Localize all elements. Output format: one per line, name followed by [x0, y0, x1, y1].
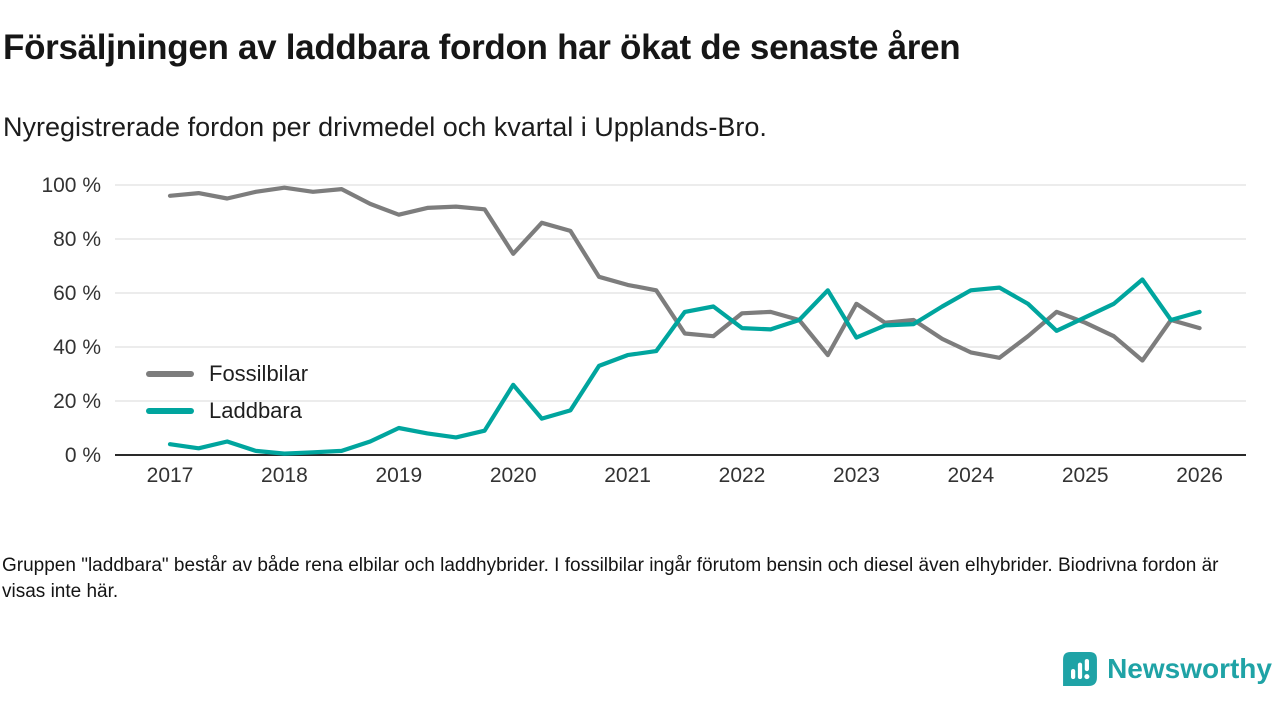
- chart-subtitle: Nyregistrerade fordon per drivmedel och …: [3, 112, 767, 142]
- x-tick-label: 2019: [375, 464, 422, 487]
- legend-item-fossilbilar: Fossilbilar: [146, 360, 308, 388]
- x-tick-label: 2026: [1176, 464, 1223, 487]
- chart-legend: Fossilbilar Laddbara: [146, 360, 308, 425]
- y-tick-label: 80 %: [53, 228, 101, 251]
- chart-footnote: Gruppen "laddbara" består av både rena e…: [2, 555, 1219, 602]
- fossilbilar-line-swatch: [146, 371, 194, 377]
- y-tick-label: 40 %: [53, 336, 101, 359]
- x-tick-label: 2022: [719, 464, 766, 487]
- x-tick-label: 2024: [947, 464, 994, 487]
- x-tick-label: 2025: [1062, 464, 1109, 487]
- legend-label-fossilbilar: Fossilbilar: [209, 361, 309, 386]
- newsworthy-logo-icon: [1063, 652, 1098, 686]
- y-tick-label: 20 %: [53, 390, 101, 413]
- y-tick-label: 0 %: [65, 444, 101, 467]
- x-tick-label: 2021: [604, 464, 651, 487]
- newsworthy-wordmark[interactable]: Newsworthy: [1107, 653, 1272, 684]
- fossilbilar-line: [167, 185, 1202, 363]
- x-tick-label: 2020: [490, 464, 537, 487]
- x-tick-label: 2023: [833, 464, 880, 487]
- x-tick-label: 2018: [261, 464, 308, 487]
- laddbara-line: [167, 277, 1202, 456]
- legend-item-laddbara: Laddbara: [146, 397, 308, 425]
- page-title: Försäljningen av laddbara fordon har öka…: [3, 28, 961, 67]
- newsworthy-brand[interactable]: Newsworthy: [1062, 651, 1272, 687]
- laddbara-line-swatch: [146, 408, 194, 414]
- y-tick-label: 60 %: [53, 282, 101, 305]
- y-tick-label: 100 %: [41, 174, 101, 197]
- legend-label-laddbara: Laddbara: [209, 398, 302, 423]
- line-chart: 0 % 20 % 40 % 60 % 80 % 100 % 2017 2018 2019 2020…: [41, 174, 1246, 487]
- x-tick-label: 2017: [147, 464, 194, 487]
